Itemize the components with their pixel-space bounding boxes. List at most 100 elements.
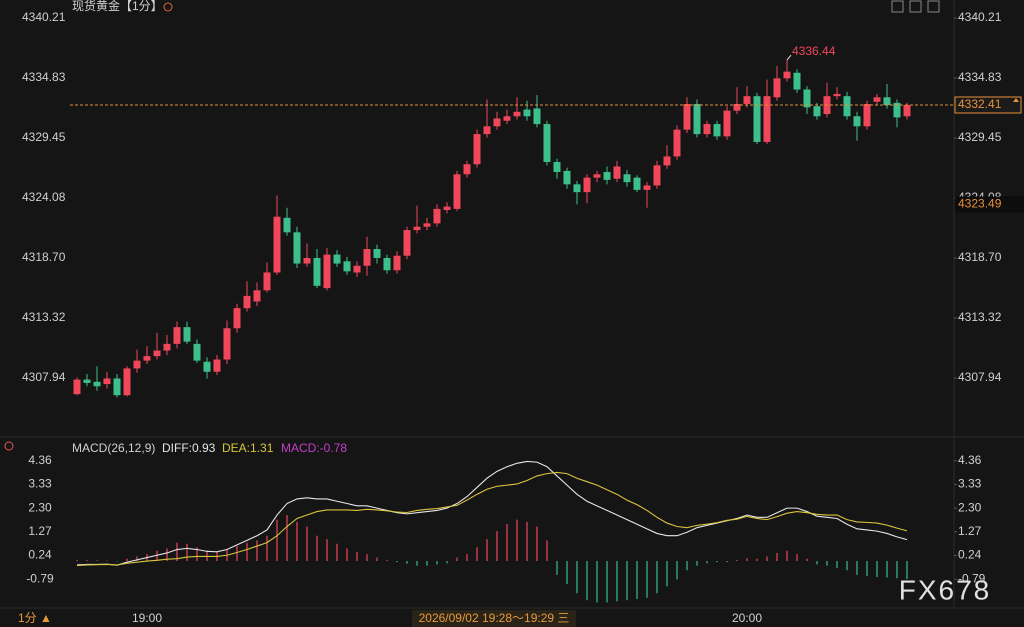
candle-body (493, 118, 501, 127)
candle-body (123, 368, 131, 396)
y-tick-label-left: 4329.45 (22, 130, 66, 144)
candle-body (843, 96, 851, 117)
y-tick-label: 4318.70 (958, 250, 1002, 264)
y-tick-label: 0.24 (958, 548, 982, 562)
crosshair-time: 2026/09/02 19:28～19:29 三 (419, 611, 570, 625)
candle-body (263, 272, 271, 291)
candle-body (113, 378, 121, 396)
candle-body (613, 166, 621, 179)
candle-body (433, 208, 441, 224)
watermark: FX678 (899, 574, 992, 605)
crosshair-button[interactable] (891, 0, 904, 13)
zoom-out-button[interactable] (927, 0, 940, 13)
candle-body (373, 249, 381, 258)
candle-body (663, 156, 671, 166)
candle-body (423, 223, 431, 227)
candle-body (803, 89, 811, 108)
candle-body (733, 103, 741, 111)
candle-body (473, 134, 481, 165)
candle-body (393, 255, 401, 271)
candle-body (163, 343, 171, 351)
candle-body (153, 350, 161, 357)
x-tick-label: 20:00 (732, 611, 762, 625)
candle-body (243, 295, 251, 309)
indicator-icon[interactable] (4, 441, 14, 451)
candle-body (783, 71, 791, 79)
period-label[interactable]: 1分 ▲ (18, 611, 52, 625)
candle-body (223, 328, 231, 360)
candle-body (133, 360, 141, 369)
candle-body (543, 124, 551, 163)
last-price-arrow (1013, 97, 1019, 102)
candle-body (503, 116, 511, 121)
y-tick-label-left: 4340.21 (22, 10, 66, 24)
macd-line (76, 460, 908, 566)
candle-body (233, 308, 241, 329)
y-tick-label-left: -0.79 (26, 571, 54, 585)
macd-line (76, 471, 908, 567)
candle-body (253, 290, 261, 302)
candle-body (643, 185, 651, 190)
candle-body (793, 72, 801, 90)
candle-body (173, 327, 181, 344)
zoom-in-button[interactable] (909, 0, 922, 13)
legend-diff: DIFF:0.93 (162, 441, 216, 455)
y-tick-label-left: 1.27 (28, 524, 52, 538)
candle-body (143, 356, 151, 361)
y-tick-label: -0.79 (958, 571, 986, 585)
candle-body (313, 257, 321, 286)
y-tick-label: 1.27 (958, 524, 982, 538)
candle-body (483, 126, 491, 135)
settings-icon[interactable] (163, 2, 173, 12)
candle-body (873, 97, 881, 102)
candle-body (683, 103, 691, 130)
y-tick-label-left: 4.36 (28, 453, 52, 467)
candle-body (283, 217, 291, 233)
legend-macd: MACD:-0.78 (281, 441, 347, 455)
candle-body (443, 206, 451, 210)
candle-body (203, 361, 211, 372)
candle-body (563, 170, 571, 185)
candle-body (183, 327, 191, 342)
candle-body (593, 174, 601, 178)
candle-body (333, 254, 341, 264)
candle-body (413, 226, 421, 231)
candle-body (573, 184, 581, 193)
candle-body (463, 164, 471, 175)
candle-body (753, 96, 761, 142)
y-tick-label: 4334.83 (958, 70, 1002, 84)
price-marker-box (955, 196, 1024, 213)
y-tick-label: 4313.32 (958, 310, 1002, 324)
y-tick-label-left: 0.24 (28, 548, 52, 562)
y-tick-label-left: 3.33 (28, 477, 52, 491)
candle-body (83, 379, 91, 383)
candle-body (773, 78, 781, 98)
candle-body (893, 102, 901, 118)
candle-body (383, 257, 391, 271)
candle-body (93, 381, 101, 387)
candle-body (763, 96, 771, 142)
candle-body (583, 177, 591, 193)
candle-body (103, 378, 111, 385)
candle-body (903, 104, 911, 117)
candle-body (73, 379, 81, 395)
candle-body (863, 103, 871, 127)
candle-body (833, 93, 841, 97)
candle-body (213, 359, 221, 372)
candle-body (723, 110, 731, 137)
y-tick-label-left: 4334.83 (22, 70, 66, 84)
candle-body (633, 177, 641, 190)
y-tick-label-left: 4313.32 (22, 310, 66, 324)
candle-body (653, 165, 661, 186)
y-tick-label: 2.30 (958, 500, 982, 514)
y-tick-label-left: 4307.94 (22, 370, 66, 384)
candle-body (743, 96, 751, 104)
last-price-label: 4332.41 (958, 97, 1002, 111)
candle-body (713, 124, 721, 137)
y-tick-label-left: 2.30 (28, 500, 52, 514)
candle-body (853, 116, 861, 127)
candle-body (513, 111, 521, 117)
max-label: 4336.44 (792, 44, 836, 58)
macd-title: MACD(26,12,9) (72, 441, 155, 455)
